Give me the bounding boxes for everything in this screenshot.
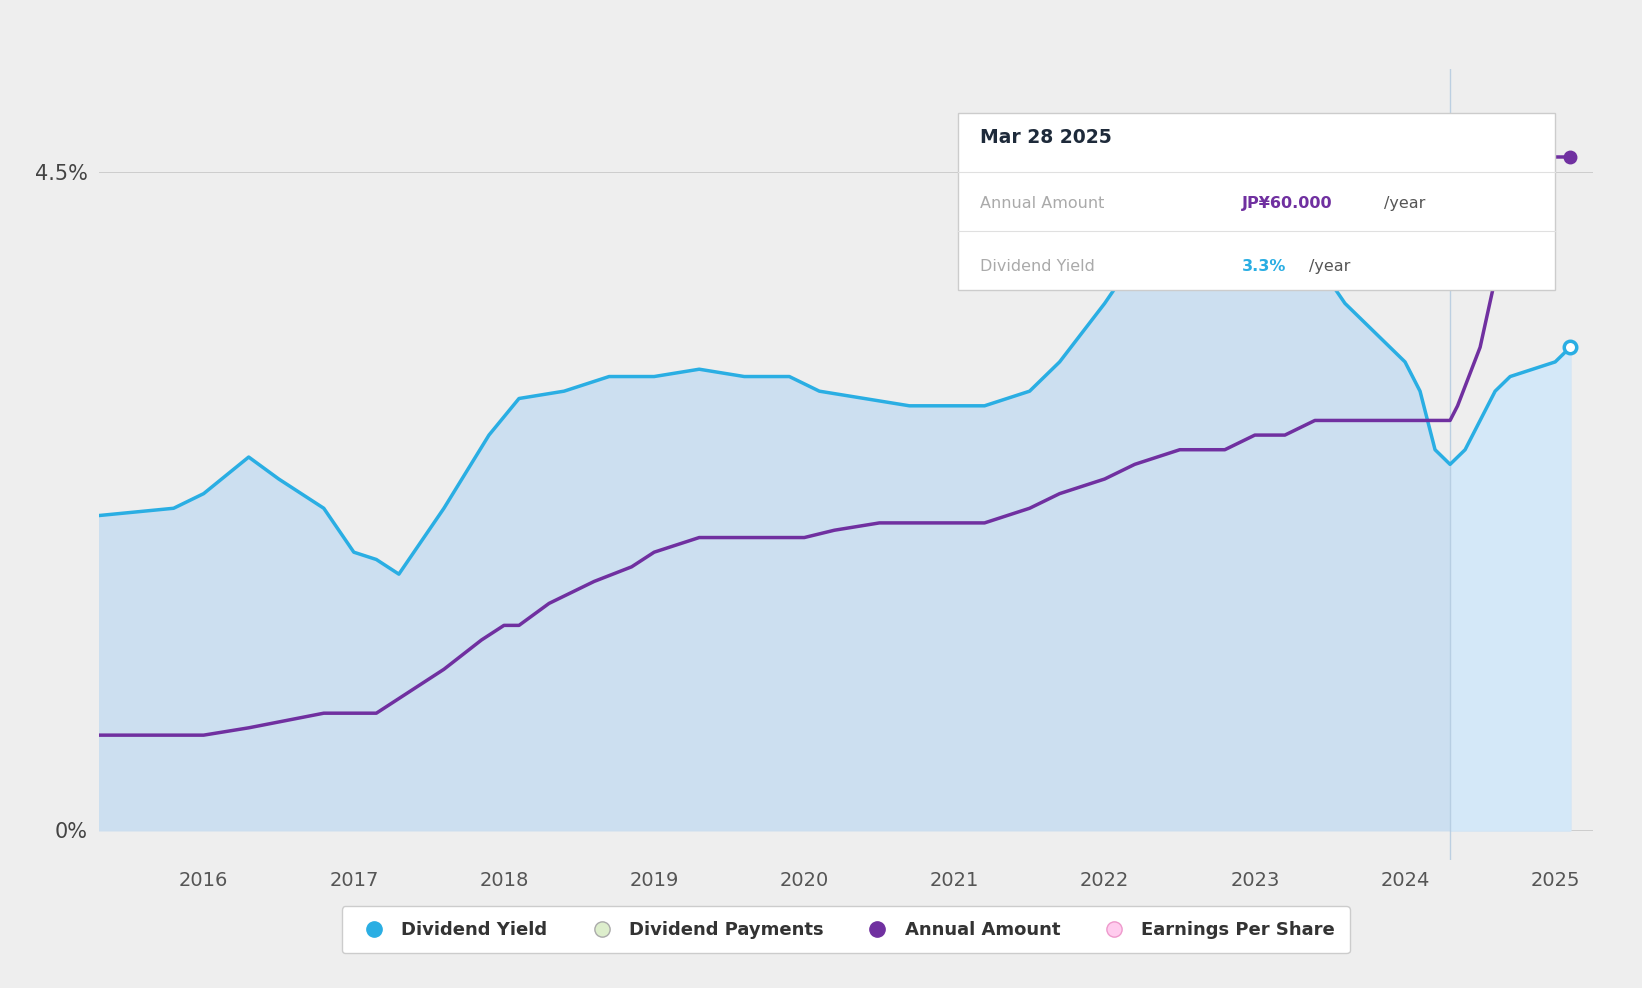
Text: Dividend Yield: Dividend Yield xyxy=(980,259,1095,275)
Text: JP¥60.000: JP¥60.000 xyxy=(1241,196,1332,211)
Text: /year: /year xyxy=(1309,259,1350,275)
FancyBboxPatch shape xyxy=(957,113,1555,290)
Text: Mar 28 2025: Mar 28 2025 xyxy=(980,128,1112,147)
Text: Annual Amount: Annual Amount xyxy=(980,196,1105,211)
Text: 3.3%: 3.3% xyxy=(1241,259,1286,275)
Legend: Dividend Yield, Dividend Payments, Annual Amount, Earnings Per Share: Dividend Yield, Dividend Payments, Annua… xyxy=(342,906,1350,953)
Text: /year: /year xyxy=(1384,196,1425,211)
Text: Past: Past xyxy=(1456,245,1496,264)
